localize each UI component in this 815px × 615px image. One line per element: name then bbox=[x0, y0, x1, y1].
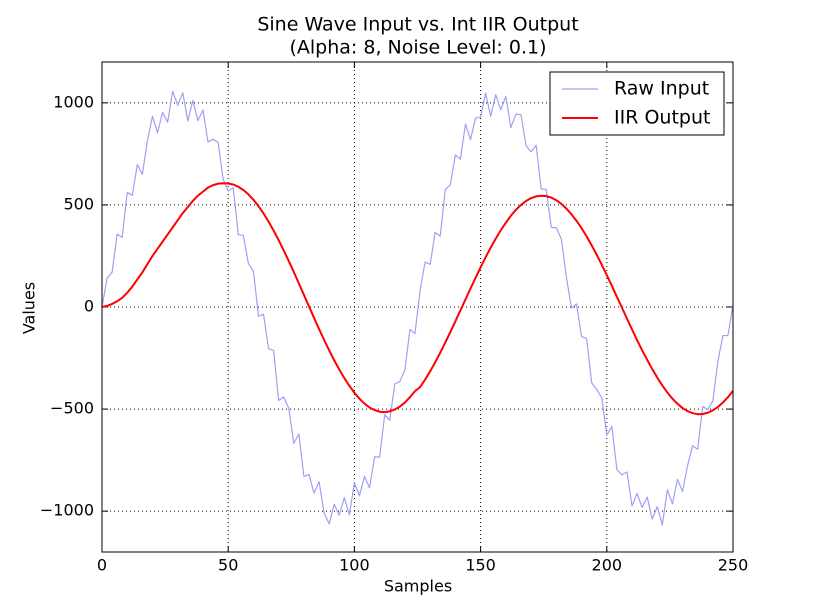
legend-box bbox=[549, 71, 725, 136]
x-tick-label: 50 bbox=[218, 556, 238, 575]
legend-label: Raw Input bbox=[614, 78, 709, 100]
y-tick-label: 0 bbox=[84, 297, 94, 316]
data-line bbox=[101, 90, 734, 526]
y-axis-label: Values bbox=[20, 282, 39, 334]
y-tick-label: 500 bbox=[63, 194, 94, 213]
x-axis-label: Samples bbox=[384, 577, 452, 596]
data-line bbox=[101, 182, 734, 416]
plot-frame bbox=[101, 61, 734, 553]
y-tick-label: −1000 bbox=[40, 501, 94, 520]
x-tick-label: 100 bbox=[339, 556, 370, 575]
x-tick-label: 150 bbox=[465, 556, 496, 575]
chart-subtitle: (Alpha: 8, Noise Level: 0.1) bbox=[289, 37, 546, 59]
x-tick-label: 0 bbox=[97, 556, 107, 575]
y-tick-label: 1000 bbox=[53, 92, 94, 111]
legend-label: IIR Output bbox=[614, 107, 710, 129]
y-tick-label: −500 bbox=[50, 399, 94, 418]
chart-title: Sine Wave Input vs. Int IIR Output bbox=[257, 14, 578, 36]
x-tick-label: 250 bbox=[718, 556, 749, 575]
x-tick-label: 200 bbox=[592, 556, 623, 575]
